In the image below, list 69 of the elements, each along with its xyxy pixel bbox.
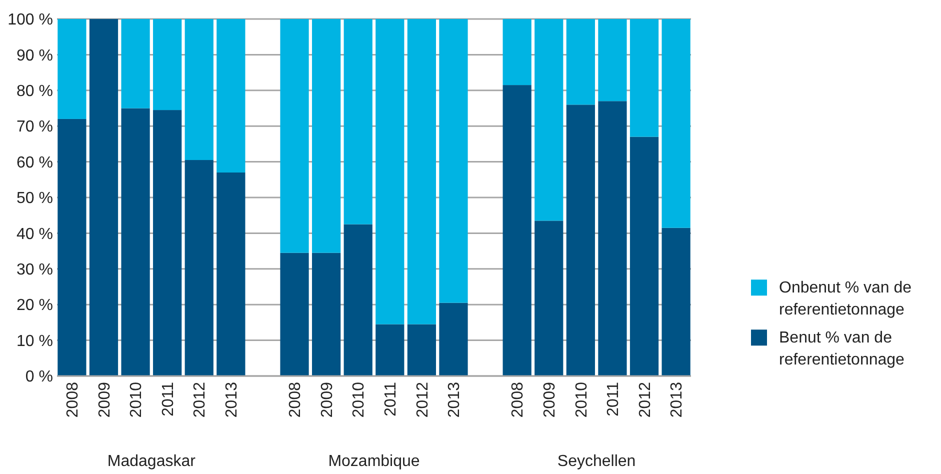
bar [376,19,404,324]
bar [598,19,627,102]
bar [153,19,182,110]
bar [534,19,564,221]
bar [439,19,468,303]
bar [121,19,150,108]
bar [184,160,214,376]
y-tick-label: 70 % [16,118,53,136]
bar [121,108,150,376]
y-tick-label: 0 % [25,368,53,386]
y-tick-label: 90 % [16,47,53,64]
x-tick-label: 2008 [287,382,304,418]
x-tick-label: 2012 [636,382,654,418]
y-tick-label: 40 % [16,226,53,243]
x-tick-label: 2010 [573,382,590,418]
bar [598,101,627,376]
text: Mozambique [328,453,420,470]
bar [344,19,372,224]
y-tick-label: 100 % [8,12,53,29]
bar [58,19,86,119]
bar [376,324,404,376]
bar [407,324,436,376]
x-tick-label: 2011 [382,382,400,416]
bar [502,85,532,376]
y-tick-label: 10 % [16,332,53,350]
y-tick-label: 80 % [16,83,53,100]
legend-label: Onbenut % van de referentietonnage [779,280,912,319]
bar [566,19,595,105]
bar [439,302,468,376]
x-tick-label: 2011 [605,382,622,416]
bar [502,19,532,86]
bar [566,104,595,376]
x-tick-label: 2012 [414,382,432,418]
bar [216,172,246,376]
bar [662,19,690,228]
bar [216,19,246,173]
y-tick-label: 20 % [16,297,53,314]
x-tick-label: 2009 [318,382,336,418]
bar [407,19,436,324]
bar [312,252,341,376]
bar [312,19,341,253]
bar [153,110,182,376]
bar [534,220,564,376]
x-tick-label: 2013 [668,382,686,418]
x-tick-label: 2008 [510,382,527,418]
x-tick-label: 2009 [541,382,558,418]
bar [58,118,86,376]
bar [89,19,118,376]
x-tick-label: 2008 [64,382,82,418]
y-tick-label: 50 % [16,190,53,208]
bar [662,228,690,376]
text: Madagaskar [107,453,196,470]
bar [630,19,659,137]
text: Seychellen [557,453,636,470]
x-tick-label: 2013 [224,382,241,418]
x-tick-label: 2013 [446,382,464,418]
x-tick-label: 2012 [192,382,209,418]
y-tick-label: 30 % [16,262,53,278]
bar [280,252,309,376]
bar [630,136,659,376]
x-tick-label: 2010 [350,382,368,418]
y-tick-label: 60 % [16,154,53,172]
legend-label: Benut % van de referentietonnage [779,330,905,369]
bar [344,224,372,376]
bar [280,19,309,253]
x-tick-label: 2010 [128,382,146,418]
x-tick-label: 2009 [96,382,114,418]
bar [184,19,214,160]
x-tick-label: 2011 [160,382,177,416]
